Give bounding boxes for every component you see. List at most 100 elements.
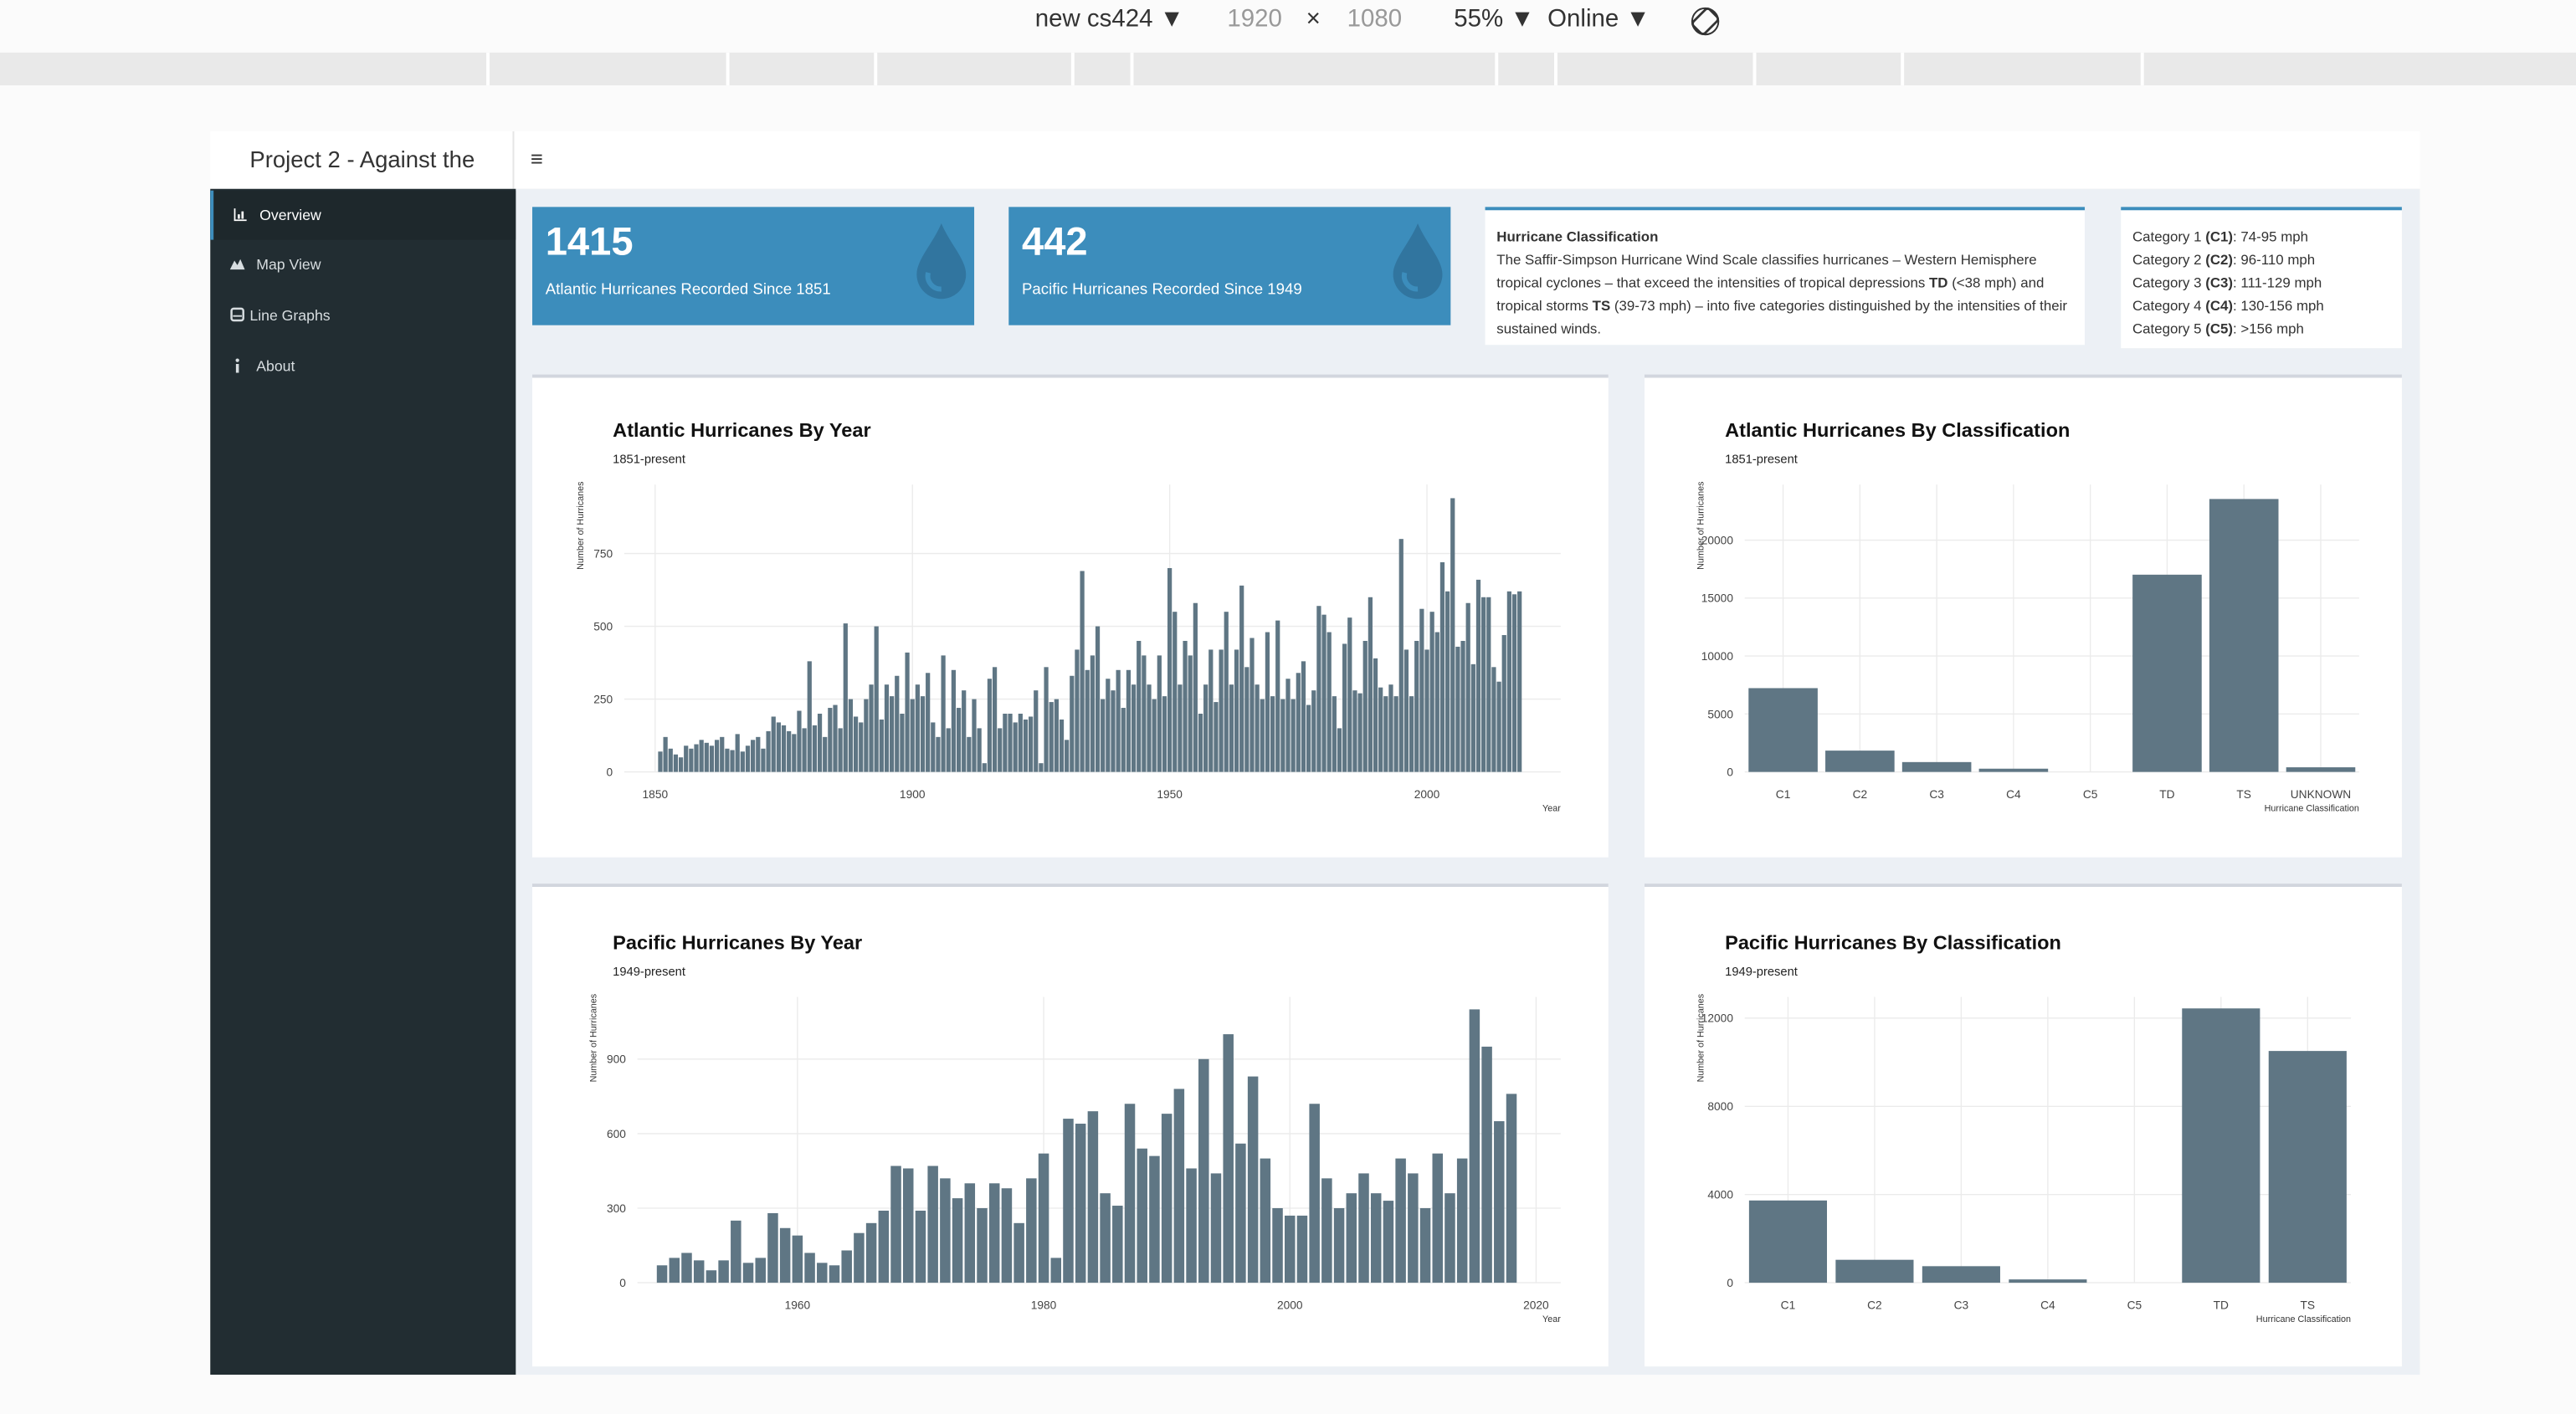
bar (1142, 655, 1147, 772)
bar (1316, 606, 1321, 772)
bar (1054, 699, 1059, 772)
y-tick-label: 250 (593, 694, 613, 706)
bar (1270, 696, 1275, 772)
text-segment: (C1) (2205, 228, 2234, 245)
sidebar: Overview Map View Line Graphs About (210, 188, 516, 1376)
bar (1272, 1207, 1283, 1283)
bar (1419, 608, 1424, 772)
bar (1835, 1259, 1914, 1283)
bar (927, 1166, 938, 1283)
nav-item[interactable]: Line Graphs (210, 290, 516, 340)
y-tick-label: 0 (1727, 766, 1733, 779)
text-segment: Category 5 (2132, 320, 2206, 337)
bar (1445, 591, 1450, 772)
bar (1029, 716, 1034, 772)
bar (940, 1178, 951, 1283)
bar (1455, 646, 1460, 772)
device-select[interactable]: new cs424 ▼ (1034, 4, 1184, 33)
chart-title: Pacific Hurricanes By Classification (1725, 932, 2061, 954)
x-tick-label: 2000 (1277, 1299, 1303, 1312)
nav-item[interactable]: Overview (210, 190, 516, 240)
bar (1173, 1089, 1185, 1283)
bar (1198, 714, 1203, 772)
chart: Atlantic Hurricanes By Year 1851-present N… (576, 419, 1561, 814)
bar (1301, 661, 1306, 772)
bar (1152, 699, 1157, 772)
bar (1080, 571, 1085, 772)
bar (1506, 591, 1511, 772)
bar (1111, 690, 1116, 772)
bar (663, 736, 668, 772)
bar (1065, 740, 1070, 772)
bar (910, 699, 915, 772)
x-tick-label: 1950 (1157, 788, 1183, 801)
bar (1219, 649, 1224, 772)
bar (1481, 1046, 1492, 1283)
bar (967, 736, 972, 772)
bar (1511, 594, 1517, 772)
network-select[interactable]: Online ▼ (1547, 4, 1650, 33)
y-tick-label: 5000 (1707, 708, 1733, 720)
bar (915, 1210, 926, 1283)
bar (802, 728, 807, 772)
y-tick-label: 600 (607, 1128, 626, 1140)
chart-title: Atlantic Hurricanes By Year (613, 419, 870, 441)
bar (1398, 539, 1403, 772)
bar (1408, 1173, 1419, 1283)
nav-label: Map View (256, 256, 321, 273)
bar (1424, 649, 1429, 772)
nav-item[interactable]: About (210, 341, 516, 391)
bar (797, 710, 802, 772)
bar (1229, 684, 1234, 772)
bar (1137, 640, 1142, 772)
bar (915, 684, 920, 772)
bar (1188, 655, 1193, 772)
nav-item[interactable]: Map View (210, 240, 516, 289)
bar (817, 714, 823, 772)
bar (1203, 684, 1208, 772)
bar (745, 745, 751, 772)
bar (1439, 562, 1445, 772)
zoom-select[interactable]: 55% ▼ (1454, 4, 1535, 33)
bar (1018, 714, 1023, 772)
x-tick-label: 2020 (1523, 1299, 1549, 1312)
bar (2209, 499, 2279, 772)
bar (1342, 643, 1347, 772)
x-tick-label: C1 (1776, 788, 1791, 801)
menu-toggle[interactable]: ≡ (531, 146, 543, 172)
ruler-mark (1495, 52, 1499, 86)
value-box: 1415 Atlantic Hurricanes Recorded Since … (532, 207, 975, 325)
y-tick-label: 0 (607, 766, 613, 779)
bar (843, 623, 848, 772)
y-axis-label: Number of Hurricanes (1696, 481, 1706, 569)
bar (1494, 1121, 1505, 1283)
bar (1106, 679, 1111, 772)
text-segment: Category 1 (2132, 228, 2206, 245)
bar (1003, 714, 1008, 772)
bar (720, 736, 725, 772)
ruler-mark (2140, 52, 2144, 86)
bar (1825, 751, 1895, 772)
bar (1013, 1222, 1024, 1283)
bar (779, 1227, 791, 1283)
bar (1280, 699, 1285, 772)
bar (776, 722, 781, 772)
chart-subtitle: 1949-present (613, 966, 685, 979)
bar (1255, 684, 1260, 772)
bar (1090, 655, 1096, 772)
bar (1326, 632, 1332, 772)
bar (1050, 1258, 1062, 1283)
text-segment: : >156 mph (2233, 320, 2304, 337)
bar (1193, 602, 1198, 772)
x-tick-label: TS (2301, 1299, 2316, 1312)
nav-label: About (256, 357, 295, 375)
rotate-button[interactable] (1691, 7, 1720, 36)
app-title: Project 2 - Against the (210, 131, 515, 189)
height-input[interactable]: 1080 (1347, 4, 1403, 33)
bar (854, 1232, 865, 1283)
width-input[interactable]: 1920 (1227, 4, 1282, 33)
bar (2182, 1008, 2260, 1283)
bar (1183, 640, 1188, 772)
y-tick-label: 8000 (1707, 1100, 1733, 1113)
bar (841, 1250, 852, 1283)
